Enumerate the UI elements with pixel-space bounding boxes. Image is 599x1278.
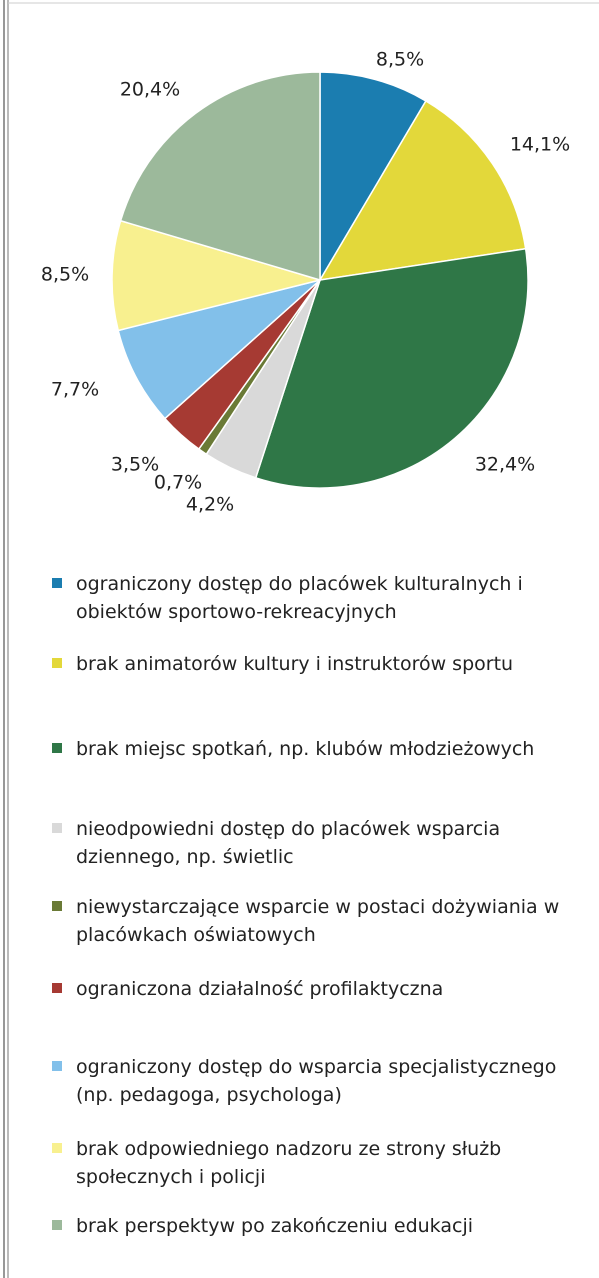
legend-swatch bbox=[52, 901, 62, 911]
legend-label: nieodpowiedni dostęp do placówek wsparci… bbox=[76, 818, 501, 868]
pie-slice bbox=[111, 219, 323, 332]
data-label: 14,1% bbox=[510, 134, 570, 156]
data-label: 0,7% bbox=[154, 472, 202, 494]
legend-item: nieodpowiedni dostęp do placówek wsparci… bbox=[52, 815, 597, 871]
legend-label: niewystarczające wsparcie w postaci doży… bbox=[76, 896, 560, 946]
legend-swatch bbox=[52, 1143, 62, 1153]
legend-swatch bbox=[52, 983, 62, 993]
legend-label: ograniczona działalność profilaktyczna bbox=[76, 978, 444, 1000]
legend-item: niewystarczające wsparcie w postaci doży… bbox=[52, 893, 597, 949]
data-label: 32,4% bbox=[475, 454, 535, 476]
data-label: 8,5% bbox=[376, 49, 424, 71]
legend-label: brak animatorów kultury i instruktorów s… bbox=[76, 653, 514, 675]
legend-swatch bbox=[52, 823, 62, 833]
legend-label: brak odpowiedniego nadzoru ze strony słu… bbox=[76, 1138, 502, 1188]
legend-swatch bbox=[52, 578, 62, 588]
legend-label: brak perspektyw po zakończeniu edukacji bbox=[76, 1215, 473, 1237]
legend-item: brak odpowiedniego nadzoru ze strony słu… bbox=[52, 1135, 597, 1191]
legend-label: ograniczony dostęp do wsparcia specjalis… bbox=[76, 1056, 557, 1106]
pie-slice bbox=[119, 71, 321, 282]
data-label: 8,5% bbox=[41, 264, 89, 286]
legend-swatch bbox=[52, 743, 62, 753]
legend-item: ograniczony dostęp do placówek kulturaln… bbox=[52, 570, 597, 626]
legend-label: ograniczony dostęp do placówek kulturaln… bbox=[76, 573, 523, 623]
legend-swatch bbox=[52, 1061, 62, 1071]
legend-label: brak miejsc spotkań, np. klubów młodzież… bbox=[76, 738, 535, 760]
legend-item: brak perspektyw po zakończeniu edukacji bbox=[52, 1212, 597, 1240]
pie-slice bbox=[117, 279, 321, 420]
data-label: 20,4% bbox=[120, 79, 180, 101]
pie-slice bbox=[254, 247, 529, 489]
legend-swatch bbox=[52, 1220, 62, 1230]
pie-slice bbox=[319, 71, 427, 283]
legend-item: brak animatorów kultury i instruktorów s… bbox=[52, 650, 597, 678]
data-label: 7,7% bbox=[51, 379, 99, 401]
legend-item: ograniczony dostęp do wsparcia specjalis… bbox=[52, 1053, 597, 1109]
legend-swatch bbox=[52, 658, 62, 668]
data-label: 3,5% bbox=[111, 454, 159, 476]
legend-item: brak miejsc spotkań, np. klubów młodzież… bbox=[52, 735, 597, 763]
legend-item: ograniczona działalność profilaktyczna bbox=[52, 975, 597, 1003]
pie-slice bbox=[318, 99, 527, 281]
data-label: 4,2% bbox=[186, 494, 234, 516]
